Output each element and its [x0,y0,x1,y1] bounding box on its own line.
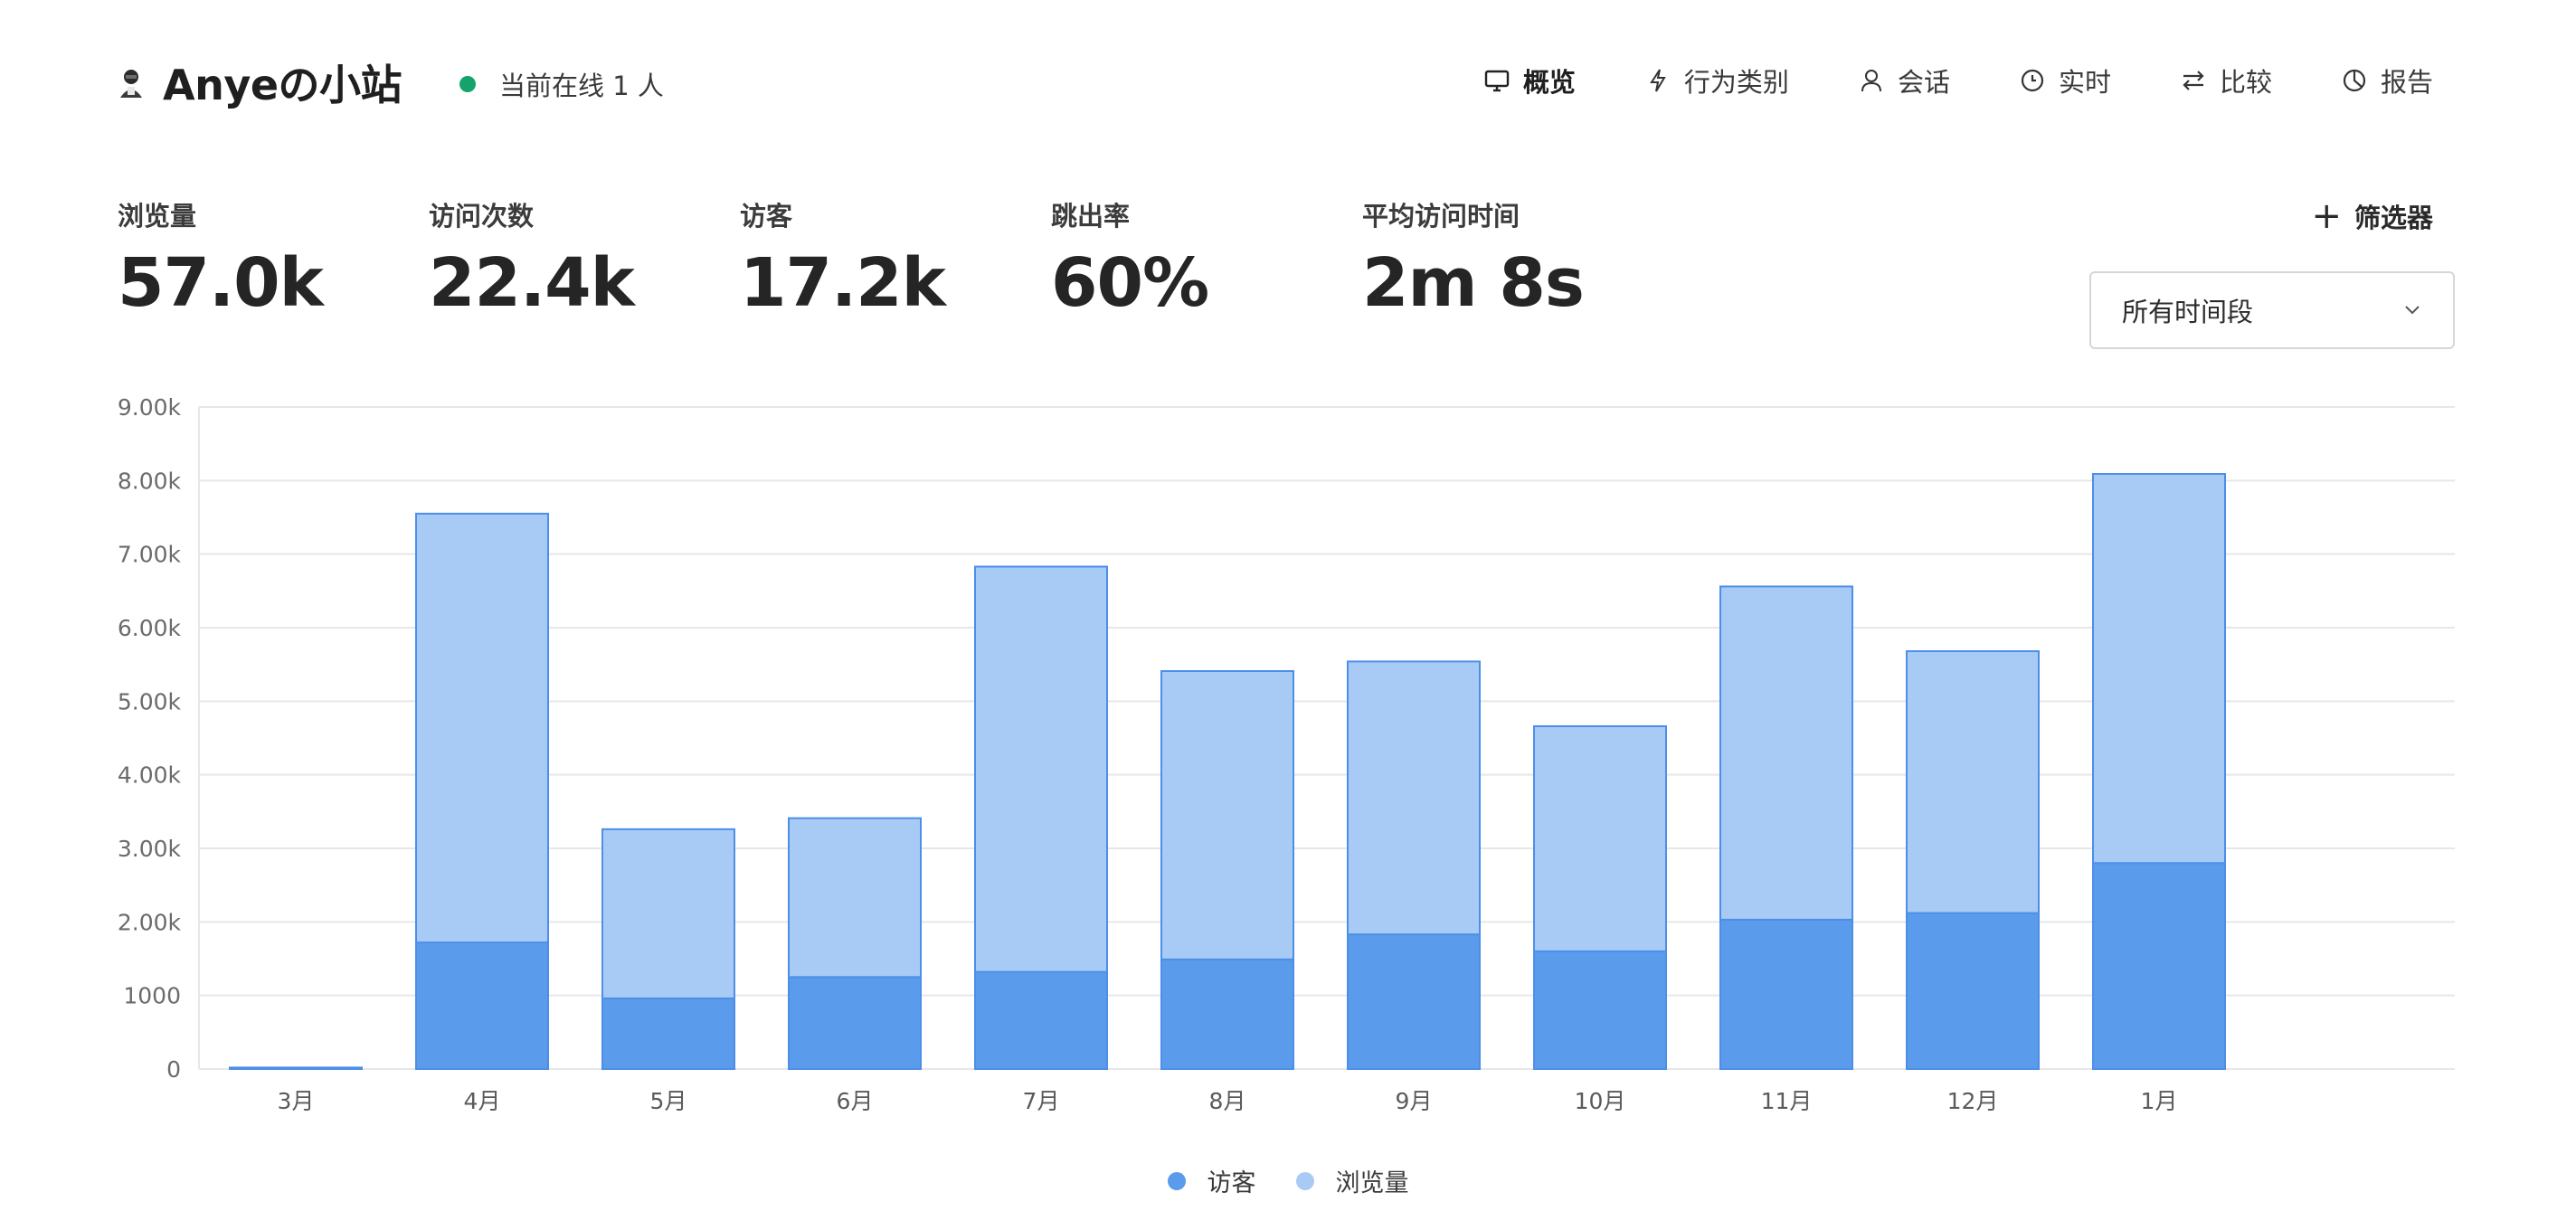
nav-label: 会话 [1897,67,1950,98]
x-tick-label: 3月 [278,1088,315,1114]
nav-item-realtime[interactable]: 实时 [2019,62,2111,99]
bar-visitors [1719,918,1853,1070]
legend-swatch-pageviews [1295,1171,1314,1190]
nav-label: 比较 [2219,67,2272,98]
online-count-text: 当前在线 1 人 [499,71,664,101]
avatar [120,70,142,98]
y-tick-label: 4.00k [118,762,182,789]
pie-chart-icon [2343,69,2366,92]
y-tick-label: 8.00k [118,468,182,494]
x-tick-label: 11月 [1761,1088,1813,1114]
swap-icon [2183,71,2204,90]
lightning-icon [1650,69,1666,92]
metric-label: 平均访问时间 [1362,201,1520,232]
x-tick-label: 12月 [1947,1088,1999,1114]
nav-label: 概览 [1522,67,1576,98]
user-icon [1861,70,1881,92]
time-range-value: 所有时间段 [2122,297,2254,327]
bar-visitors [601,997,735,1070]
metrics-row: 浏览量 57.0k 访问次数 22.4k 访客 17.2k 跳出率 60% 平均… [118,195,1673,322]
x-tick-label: 4月 [464,1088,501,1114]
x-tick-label: 6月 [837,1088,874,1114]
bar-visitors [415,941,549,1071]
y-tick-label: 5.00k [118,688,182,714]
x-tick-label: 5月 [650,1088,687,1114]
nav-label: 行为类别 [1683,67,1789,98]
main-nav: 概览 行为类别 会话 实时 [1483,62,2433,99]
y-tick-label: 0 [166,1056,181,1083]
y-tick-label: 6.00k [118,615,182,641]
chevron-down-icon [2405,306,2420,315]
bar-visitors [1160,958,1294,1071]
chart-legend: 访客 浏览量 [0,1163,2576,1198]
filter-button[interactable]: + 筛选器 [2311,197,2433,235]
y-tick-label: 3.00k [118,836,182,862]
filter-label: 筛选器 [2353,203,2433,233]
legend-item-visitors[interactable]: 访客 [1167,1163,1256,1198]
visits-bar-chart: 0 1000 2.00k 3.00k 4.00k 5.00k 6.00k 7.00k 8.00k… [118,394,2455,1114]
nav-item-compare[interactable]: 比较 [2180,62,2272,99]
plus-icon: + [2311,195,2342,237]
metric-label: 跳出率 [1051,201,1131,232]
metric-avg-visit-time[interactable]: 平均访问时间 2m 8s [1362,195,1673,322]
y-tick-label: 7.00k [118,542,182,568]
time-range-select[interactable]: 所有时间段 [2089,271,2455,349]
nav-item-events[interactable]: 行为类别 [1644,62,1789,99]
metric-label: 浏览量 [118,201,197,232]
online-indicator-icon [459,76,476,92]
header: Anyeの小站 当前在线 1 人 概览 行为类别 [118,47,2433,112]
x-tick-label: 10月 [1575,1088,1626,1114]
nav-item-sessions[interactable]: 会话 [1858,62,1950,99]
y-tick-label: 9.00k [118,394,182,421]
legend-label: 浏览量 [1335,1169,1409,1197]
metric-visitors[interactable]: 访客 17.2k [740,195,1051,322]
x-tick-label: 1月 [2141,1088,2178,1114]
bar-visitors [788,976,922,1070]
clock-icon [2021,69,2044,92]
monitor-icon [1484,70,1510,92]
x-tick-label: 8月 [1209,1088,1246,1114]
metric-value: 17.2k [740,244,946,322]
nav-label: 报告 [2380,67,2433,98]
bar-visitors [2092,862,2226,1070]
legend-item-pageviews[interactable]: 浏览量 [1295,1163,1409,1198]
metric-bounce-rate[interactable]: 跳出率 60% [1051,195,1362,322]
site-title: Anyeの小站 [163,61,402,109]
y-tick-label: 2.00k [118,909,182,935]
online-status: 当前在线 1 人 [459,65,664,103]
y-tick-label: 1000 [123,983,181,1009]
x-tick-label: 7月 [1023,1088,1060,1114]
bar-visitors [1347,933,1481,1070]
site-brand[interactable]: Anyeの小站 [118,52,402,112]
metric-value: 22.4k [429,244,635,322]
metric-label: 访客 [740,201,793,232]
legend-label: 访客 [1207,1169,1256,1197]
metric-pageviews[interactable]: 浏览量 57.0k [118,195,429,322]
legend-swatch-visitors [1167,1171,1186,1190]
bar-visitors [229,1067,363,1070]
bar-visitors [974,970,1108,1071]
metric-label: 访问次数 [429,201,535,232]
nav-item-reports[interactable]: 报告 [2341,62,2433,99]
metric-value: 2m 8s [1362,244,1585,322]
metric-value: 57.0k [118,244,324,322]
metric-value: 60% [1051,244,1209,322]
bar-visitors [1533,950,1667,1070]
nav-label: 实时 [2058,67,2111,98]
bar-visitors [1906,912,2040,1070]
x-tick-label: 9月 [1396,1088,1433,1114]
metric-visits[interactable]: 访问次数 22.4k [429,195,740,322]
nav-item-overview[interactable]: 概览 [1483,62,1576,99]
